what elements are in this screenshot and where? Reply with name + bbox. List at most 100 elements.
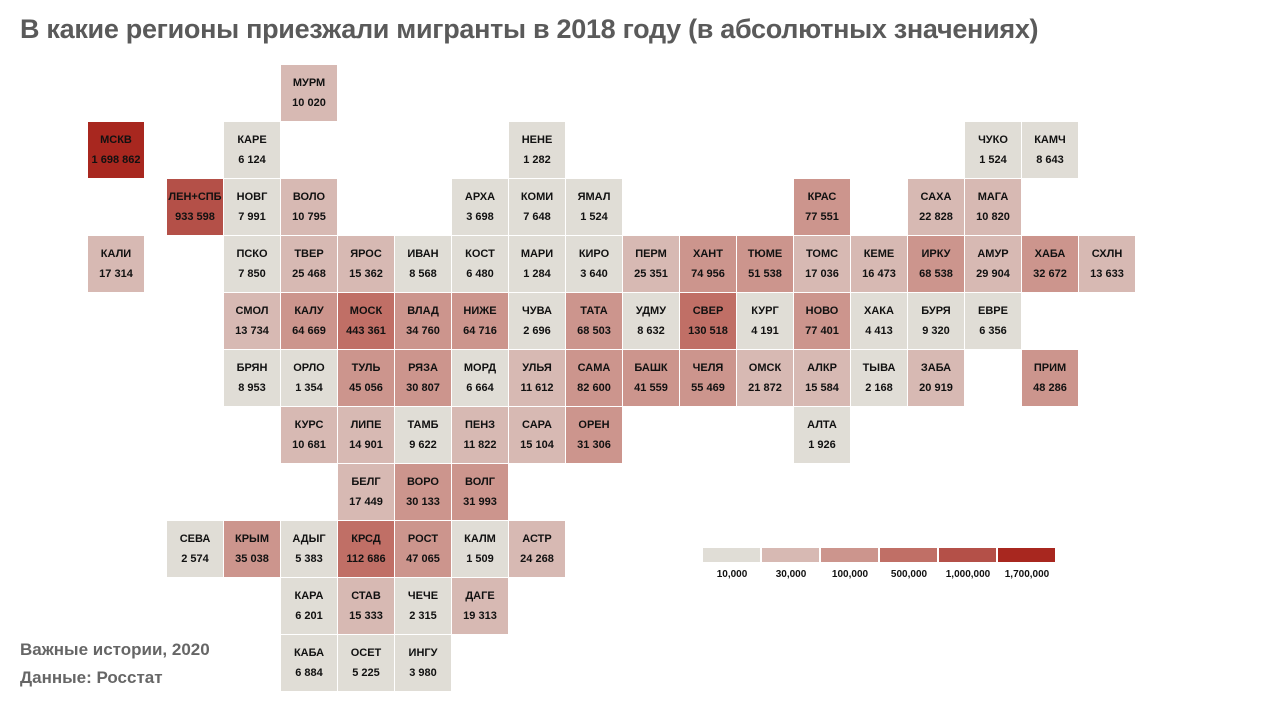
region-tile: КАЛМ 1 509 — [452, 521, 508, 577]
region-code: МОРД — [463, 362, 497, 374]
region-tile: ПЕНЗ 11 822 — [452, 407, 508, 463]
region-tile: ОРЛО 1 354 — [281, 350, 337, 406]
region-code: ИНГУ — [408, 647, 438, 659]
region-value: 11 822 — [463, 439, 497, 451]
region-tile: БРЯН 8 953 — [224, 350, 280, 406]
region-value: 6 664 — [466, 382, 494, 394]
region-value: 35 038 — [235, 553, 269, 565]
region-tile: СТАВ 15 333 — [338, 578, 394, 634]
region-tile: МАГА 10 820 — [965, 179, 1021, 235]
region-value: 8 953 — [238, 382, 266, 394]
region-tile: ДАГЕ 19 313 — [452, 578, 508, 634]
region-value: 1 509 — [466, 553, 494, 565]
region-tile: МОСК 443 361 — [338, 293, 394, 349]
region-tile: КАРА 6 201 — [281, 578, 337, 634]
region-value: 14 901 — [349, 439, 383, 451]
region-tile: РЯЗА 30 807 — [395, 350, 451, 406]
region-value: 29 904 — [976, 268, 1010, 280]
region-code: ЛЕН+СПБ — [168, 191, 222, 203]
region-value: 31 993 — [463, 496, 497, 508]
region-code: ПРИМ — [1033, 362, 1067, 374]
region-code: ХАКА — [864, 305, 894, 317]
region-value: 1 524 — [979, 154, 1007, 166]
region-tile: ВЛАД 34 760 — [395, 293, 451, 349]
region-value: 64 716 — [463, 325, 497, 337]
region-code: СТАВ — [351, 590, 381, 602]
region-value: 19 313 — [463, 610, 497, 622]
region-code: ОРЛО — [293, 362, 325, 374]
region-code: ВЛАД — [407, 305, 439, 317]
region-value: 22 828 — [919, 211, 953, 223]
region-code: ЯМАЛ — [577, 191, 611, 203]
region-tile: ЛИПЕ 14 901 — [338, 407, 394, 463]
region-code: РЯЗА — [408, 362, 438, 374]
region-value: 1 926 — [808, 439, 836, 451]
region-tile: БЕЛГ 17 449 — [338, 464, 394, 520]
region-code: САХА — [920, 191, 952, 203]
region-code: СХЛН — [1091, 248, 1123, 260]
region-value: 3 980 — [409, 667, 437, 679]
region-tile: ТАТА 68 503 — [566, 293, 622, 349]
region-code: ОСЕТ — [350, 647, 382, 659]
region-value: 3 698 — [466, 211, 494, 223]
region-tile: КОМИ 7 648 — [509, 179, 565, 235]
region-tile: ОРЕН 31 306 — [566, 407, 622, 463]
page-title: В какие регионы приезжали мигранты в 201… — [20, 14, 1039, 44]
region-code: СМОЛ — [235, 305, 269, 317]
region-tile: КЕМЕ 16 473 — [851, 236, 907, 292]
region-code: КРСД — [351, 533, 381, 545]
region-value: 7 648 — [523, 211, 551, 223]
region-code: ХАНТ — [693, 248, 723, 260]
legend-swatch — [762, 548, 819, 562]
region-tile: ЯМАЛ 1 524 — [566, 179, 622, 235]
region-value: 30 133 — [406, 496, 440, 508]
region-code: ТАТА — [580, 305, 608, 317]
region-tile: СЕВА 2 574 — [167, 521, 223, 577]
region-code: ЧЕЛЯ — [692, 362, 724, 374]
region-value: 6 124 — [238, 154, 266, 166]
region-value: 130 518 — [688, 325, 728, 337]
region-value: 13 734 — [235, 325, 269, 337]
region-value: 15 584 — [805, 382, 839, 394]
region-value: 10 795 — [292, 211, 326, 223]
region-value: 17 036 — [805, 268, 839, 280]
region-tile: ВОРО 30 133 — [395, 464, 451, 520]
region-value: 55 469 — [691, 382, 725, 394]
region-value: 13 633 — [1090, 268, 1124, 280]
region-tile: КРАС 77 551 — [794, 179, 850, 235]
region-code: ИВАН — [407, 248, 439, 260]
region-code: АРХА — [464, 191, 496, 203]
region-code: КАМЧ — [1034, 134, 1066, 146]
region-code: ЛИПЕ — [350, 419, 382, 431]
region-value: 6 356 — [979, 325, 1007, 337]
region-value: 17 449 — [349, 496, 383, 508]
region-code: КАРЕ — [237, 134, 267, 146]
region-tile: КРСД 112 686 — [338, 521, 394, 577]
region-code: УЛЬЯ — [522, 362, 552, 374]
region-value: 10 020 — [292, 97, 326, 109]
region-code: АЛКР — [807, 362, 837, 374]
region-tile: ХАБА 32 672 — [1022, 236, 1078, 292]
region-code: КРЫМ — [235, 533, 269, 545]
region-value: 8 632 — [637, 325, 665, 337]
region-tile: САРА 15 104 — [509, 407, 565, 463]
legend-label: 1,700,000 — [1004, 569, 1050, 580]
region-tile: ИРКУ 68 538 — [908, 236, 964, 292]
region-value: 2 574 — [181, 553, 209, 565]
region-value: 82 600 — [577, 382, 611, 394]
region-value: 9 622 — [409, 439, 437, 451]
region-code: ИРКУ — [921, 248, 951, 260]
region-tile: КАМЧ 8 643 — [1022, 122, 1078, 178]
region-value: 8 568 — [409, 268, 437, 280]
region-tile: ИВАН 8 568 — [395, 236, 451, 292]
region-tile: КОСТ 6 480 — [452, 236, 508, 292]
source-text: Данные: Росстат — [20, 668, 163, 687]
region-value: 7 850 — [238, 268, 266, 280]
region-value: 41 559 — [634, 382, 668, 394]
region-code: ТАМБ — [407, 419, 439, 431]
region-value: 1 524 — [580, 211, 608, 223]
region-tile: КАЛИ 17 314 — [88, 236, 144, 292]
region-tile: АЛКР 15 584 — [794, 350, 850, 406]
region-code: КУРС — [294, 419, 324, 431]
region-code: ПЕНЗ — [464, 419, 496, 431]
